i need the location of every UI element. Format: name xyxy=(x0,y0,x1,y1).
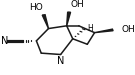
Polygon shape xyxy=(95,29,113,33)
Text: H: H xyxy=(87,24,93,33)
Polygon shape xyxy=(67,12,71,26)
Polygon shape xyxy=(42,15,48,29)
Text: OH: OH xyxy=(121,25,135,34)
Text: N: N xyxy=(1,36,9,46)
Text: N: N xyxy=(57,56,64,66)
Text: OH: OH xyxy=(71,0,85,9)
Text: HO: HO xyxy=(30,3,43,12)
